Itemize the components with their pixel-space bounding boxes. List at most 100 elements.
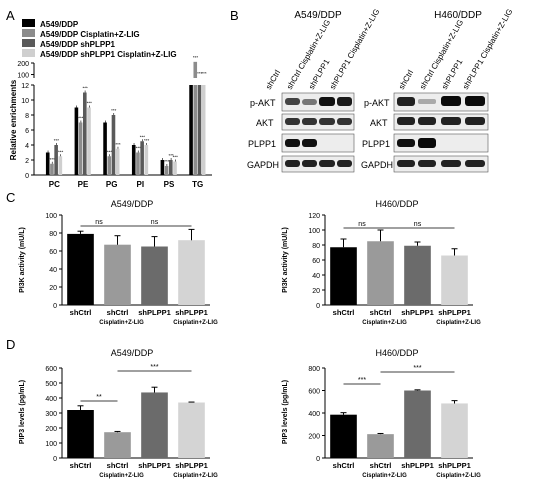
- y-tick-label: 40: [312, 273, 320, 280]
- bar: [178, 402, 205, 458]
- y-tick-label: 400: [45, 396, 57, 403]
- bar: [67, 233, 94, 305]
- y-tick-label: 400: [308, 411, 320, 418]
- bar: [45, 152, 50, 175]
- y-tick-label: 20: [312, 288, 320, 295]
- blot-h460-lane-2: shCtrl Cisplatin+Z-LIG: [418, 18, 465, 91]
- legend-swatch-2: [22, 29, 35, 37]
- bar: [404, 245, 431, 305]
- x-tick-label: PG: [106, 180, 118, 189]
- band: [302, 160, 317, 167]
- y-tick-label: 100: [45, 441, 57, 448]
- y-tick-label: 8: [25, 113, 29, 120]
- panel-label-a: A: [6, 8, 15, 23]
- y-tick-label: 600: [308, 389, 320, 396]
- y-tick-label: 20: [49, 285, 57, 292]
- x-tick-label: shCtrl: [107, 308, 129, 317]
- band: [418, 160, 436, 167]
- bar: [104, 244, 131, 305]
- band: [285, 118, 300, 125]
- x-tick-sublabel: Cisplatin+Z-LIG: [436, 320, 481, 326]
- significance-label: ***: [107, 149, 113, 154]
- band: [337, 97, 352, 106]
- y-axis-label: PI3K activity (mU/L): [282, 227, 289, 293]
- panels-c-d-charts: A549/DDP PI3K activity (mU/L) 0 20 40 60 80 100…: [19, 199, 481, 479]
- significance-label: ***: [164, 159, 170, 164]
- bar: [67, 410, 94, 458]
- significance-label: ***: [111, 108, 117, 113]
- y-tick-label: 0: [316, 303, 320, 310]
- x-tick-label: shPLPP1: [138, 308, 171, 317]
- band: [397, 117, 415, 125]
- band: [337, 160, 352, 167]
- significance-label: ***: [87, 101, 93, 106]
- band: [319, 160, 335, 167]
- blot-a549-lane-1: shCtrl: [264, 68, 282, 91]
- band: [418, 138, 436, 148]
- band: [285, 160, 300, 167]
- bar: [173, 161, 177, 175]
- band: [397, 160, 415, 167]
- x-tick-label: shPLPP1: [175, 461, 208, 470]
- bar: [83, 92, 87, 175]
- significance-label: ***: [193, 55, 199, 60]
- significance-label: ns: [151, 219, 159, 226]
- bar: [367, 434, 394, 458]
- y-axis-label: PIP3 levels (pg/mL): [282, 380, 289, 444]
- blot-h460-row-akt: AKT: [370, 118, 388, 128]
- band: [397, 97, 415, 106]
- panel-label-b: B: [230, 8, 239, 23]
- band: [465, 117, 485, 125]
- y-tick-label: 100: [17, 73, 29, 80]
- x-tick-label: PI: [137, 180, 145, 189]
- significance-label: **: [96, 394, 102, 401]
- x-tick-label: PC: [49, 180, 60, 189]
- y-tick-label: 120: [308, 213, 320, 220]
- legend-swatch-4: [22, 49, 35, 57]
- significance-label: ***: [197, 71, 203, 76]
- blot-a549-lane-2: shCtrl Cisplatin+Z-LIG: [285, 18, 332, 91]
- x-tick-label: TG: [192, 180, 203, 189]
- bar: [441, 255, 468, 305]
- band: [285, 139, 300, 147]
- x-tick-sublabel: Cisplatin+Z-LIG: [99, 473, 144, 479]
- bar: [330, 247, 357, 305]
- x-tick-label: shCtrl: [370, 308, 392, 317]
- x-tick-label: shPLPP1: [401, 461, 434, 470]
- band: [418, 99, 436, 104]
- blot-a549-strips: [281, 92, 355, 173]
- significance-label: ***: [54, 138, 60, 143]
- blot-a549-row-gapdh: GAPDH: [247, 160, 279, 170]
- y-tick-label: 12: [21, 83, 29, 90]
- bar: [107, 156, 112, 175]
- chart-title: H460/DDP: [375, 199, 418, 209]
- x-tick-label: shCtrl: [333, 461, 355, 470]
- legend-label-2: A549/DDP Cisplatin+Z-LIG: [40, 30, 140, 39]
- y-tick-label: 4: [25, 143, 29, 150]
- bar: [441, 403, 468, 458]
- significance-label: ***: [58, 149, 64, 154]
- legend-label-3: A549/DDP shPLPP1: [40, 40, 116, 49]
- significance-label: ***: [201, 71, 207, 76]
- x-tick-label: shCtrl: [107, 461, 129, 470]
- band: [319, 118, 335, 125]
- x-tick-label: PE: [78, 180, 89, 189]
- y-tick-label: 10: [21, 98, 29, 105]
- chart-title: A549/DDP: [111, 199, 154, 209]
- x-tick-sublabel: Cisplatin+Z-LIG: [362, 320, 407, 326]
- y-tick-label: 200: [308, 434, 320, 441]
- x-tick-sublabel: Cisplatin+Z-LIG: [173, 473, 218, 479]
- significance-label: ns: [358, 221, 366, 228]
- x-tick-label: shPLPP1: [138, 461, 171, 470]
- panel-a-ylabel: Relative enrichments: [9, 79, 18, 160]
- band: [319, 97, 335, 106]
- legend: A549/DDP A549/DDP Cisplatin+Z-LIG A549/D…: [22, 19, 177, 59]
- x-tick-label: shPLPP1: [438, 308, 471, 317]
- blot-h460-row-gapdh: GAPDH: [361, 160, 393, 170]
- blot-h460-title: H460/DDP: [434, 10, 482, 21]
- bar: [141, 246, 168, 305]
- chart-title: H460/DDP: [375, 348, 418, 358]
- significance-label: ns: [414, 221, 422, 228]
- panel-b-western-blots: A549/DDP H460/DDP shCtrl shCtrl Cisplati…: [247, 7, 514, 173]
